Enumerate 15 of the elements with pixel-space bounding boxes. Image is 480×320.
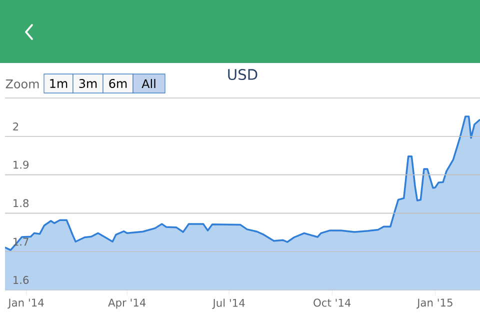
x-tick-label: Jul '14 (212, 298, 245, 309)
chart-title: USD (228, 68, 258, 80)
x-tick-label: Jan '14 (8, 298, 44, 309)
y-tick-label: 1.6 (14, 276, 29, 284)
text: Zoom (6, 80, 39, 88)
y-tick-label: 2 (13, 122, 18, 130)
x-tick-label: Jan '15 (416, 298, 452, 309)
y-tick-label: 1.9 (14, 160, 29, 169)
x-tick-label: Oct '14 (314, 298, 351, 307)
x-tick-label: Apr '14 (108, 298, 146, 309)
text: 6m (109, 78, 127, 88)
y-tick-label: 1.8 (14, 199, 29, 208)
text: 3m (79, 78, 97, 88)
text: All (142, 78, 156, 88)
text: 1m (50, 79, 68, 88)
